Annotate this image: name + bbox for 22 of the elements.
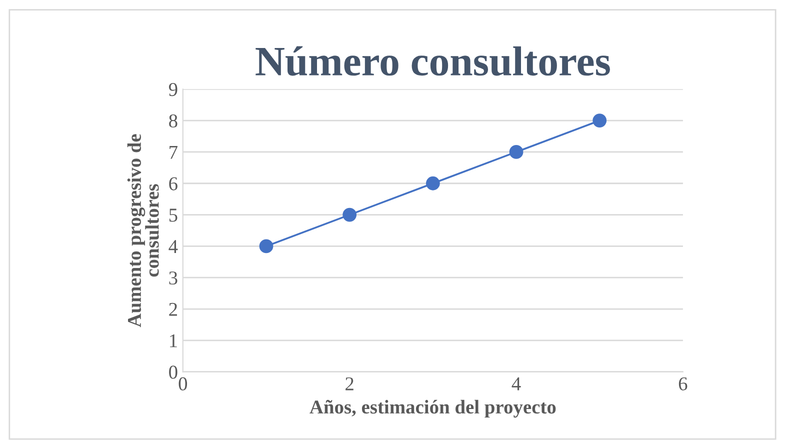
y-tick-label: 0 [169, 366, 178, 379]
chart-title: Número consultores [256, 46, 610, 76]
point [592, 114, 607, 128]
y-axis-title: Aumento progresivo de consultores [127, 134, 159, 328]
y-tick-label: 1 [170, 334, 177, 348]
point [509, 145, 524, 159]
y-tick-label: 7 [170, 146, 178, 159]
x-tick-label: 4 [512, 377, 521, 390]
x-axis-title: Años, estimación del proyecto [310, 400, 556, 418]
y-tick-label: 8 [169, 114, 178, 128]
y-tick-label: 4 [168, 240, 178, 253]
point [259, 239, 274, 254]
y-tick-label: 2 [169, 302, 177, 316]
x-tick-label: 0 [178, 377, 188, 390]
y-tick-label: 6 [169, 177, 178, 190]
y-tick-label: 5 [169, 208, 178, 222]
point [342, 208, 357, 222]
y-tick-label: 9 [168, 83, 178, 96]
y-tick-label: 3 [169, 271, 178, 285]
x-tick-label: 6 [678, 377, 688, 390]
x-tick-label: 2 [346, 377, 354, 390]
point [426, 176, 440, 190]
